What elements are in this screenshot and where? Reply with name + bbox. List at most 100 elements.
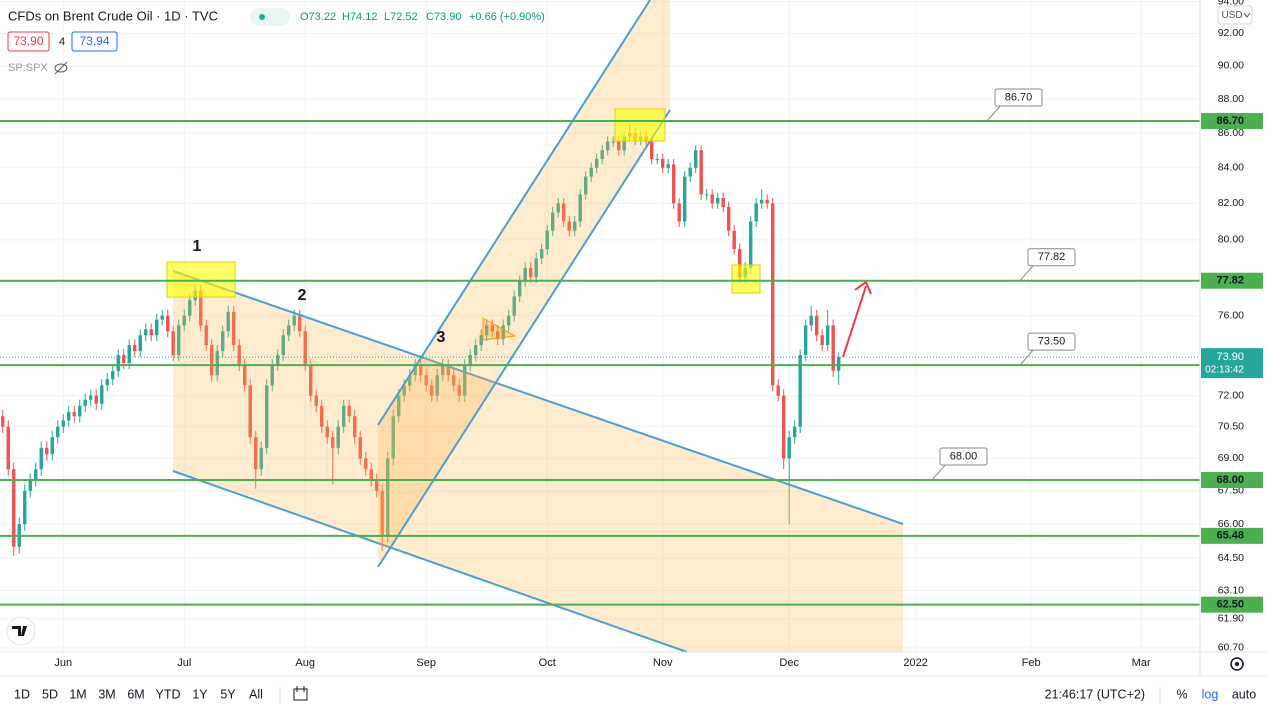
candle-body [556, 203, 560, 213]
x-tick-label: Jul [177, 657, 191, 669]
callout-pointer [931, 463, 947, 481]
triangle-pattern [482, 317, 517, 341]
candle-body [419, 365, 423, 376]
candle-body [655, 159, 659, 161]
candle-body [529, 267, 533, 278]
candle-body [215, 351, 219, 376]
range-button[interactable]: 1Y [192, 687, 208, 701]
bid-price[interactable]: 73.90 [13, 34, 43, 48]
callout-box [1027, 332, 1076, 351]
range-button[interactable]: 3M [98, 687, 115, 701]
range-button[interactable]: 5Y [220, 687, 236, 701]
level-axis-box [1201, 272, 1263, 289]
currency-box[interactable] [1217, 5, 1253, 25]
y-tick-label: 92.00 [1218, 27, 1244, 39]
candle-body [776, 385, 780, 396]
candle-body [578, 194, 582, 222]
y-tick-label: 86.00 [1218, 127, 1244, 139]
ask-box[interactable] [71, 31, 118, 52]
candle-body [314, 395, 318, 406]
y-tick-label: 88.00 [1218, 93, 1244, 105]
range-button[interactable]: All [249, 687, 263, 701]
candle-body [748, 221, 753, 268]
candle-body [122, 355, 126, 364]
candle-body [441, 365, 445, 376]
callout-label: 86.70 [1005, 91, 1033, 103]
range-button[interactable]: 1M [69, 687, 86, 701]
log-toggle[interactable]: log [1202, 687, 1219, 701]
ohlc-high: H74.12 [342, 11, 377, 23]
x-tick-label: Dec [779, 657, 799, 669]
candle-body [155, 319, 159, 336]
range-button[interactable]: YTD [156, 687, 181, 701]
range-button[interactable]: 1D [14, 687, 30, 701]
candle-body [61, 420, 65, 427]
clock: 21:46:17 (UTC+2) [1045, 687, 1145, 701]
highlight-box [731, 264, 761, 294]
candle-body [594, 159, 599, 168]
candles [1, 124, 841, 556]
candle-body [364, 458, 368, 470]
settings-icon[interactable] [1230, 657, 1244, 671]
candle-body [28, 480, 32, 491]
range-button[interactable]: 5D [42, 687, 58, 701]
candle-body [430, 385, 434, 396]
candle-body [457, 385, 461, 396]
currency[interactable]: USD [1221, 10, 1242, 21]
candle-body [133, 345, 137, 352]
candle-body [270, 365, 274, 386]
candle-body [787, 437, 791, 459]
asc-channel-fill [378, 0, 670, 567]
candle-body [413, 365, 417, 376]
candle-body [809, 315, 813, 326]
y-tick-label: 90.00 [1218, 60, 1244, 72]
candle-body [671, 164, 676, 204]
candle-body [56, 426, 60, 438]
axes: 94.00 92.00 90.00 88.00 86.00 84.00 82.00 80.00… [54, 0, 1263, 669]
wave-label: 2 [298, 287, 307, 304]
candle-body [12, 469, 16, 547]
candle-body [210, 345, 214, 376]
x-tick-label: Feb [1022, 657, 1041, 669]
candle-body [781, 395, 786, 459]
tv-logo [6, 616, 36, 646]
candle-body [540, 249, 544, 259]
candle-body [375, 480, 379, 491]
percent-toggle[interactable]: % [1176, 687, 1187, 701]
candle-body [699, 150, 703, 195]
candle-body [336, 426, 340, 448]
highlight-box [166, 261, 236, 298]
eye-icon[interactable] [54, 61, 68, 75]
callout-box [1027, 248, 1076, 267]
candle-body [770, 203, 775, 386]
last-price-label: 73.90 [1216, 351, 1244, 363]
date-range-icon[interactable] [293, 686, 308, 701]
candle-body [188, 300, 192, 316]
candle-body [534, 258, 538, 278]
candle-body [391, 416, 395, 459]
y-tick-label: 63.10 [1218, 584, 1244, 596]
candle-body [342, 405, 346, 427]
candle-body [792, 426, 797, 438]
y-tick-label: 69.00 [1218, 452, 1244, 464]
candle-body [353, 416, 357, 438]
callout-label: 68.00 [950, 450, 978, 462]
candle-body [111, 371, 115, 380]
candle-body [704, 194, 709, 196]
caret [1243, 12, 1251, 18]
candle-body [424, 375, 428, 386]
candle-body [836, 357, 841, 371]
asc-channel-top [377, 0, 651, 426]
ask-price[interactable]: 73.94 [79, 34, 109, 48]
candle-body [490, 325, 494, 332]
auto-toggle[interactable]: auto [1232, 687, 1256, 701]
y-tick-label: 60.70 [1218, 642, 1244, 654]
candle-body [611, 141, 615, 143]
candle-body [325, 426, 329, 438]
candle-body [583, 176, 588, 195]
bid-box[interactable] [7, 31, 50, 52]
candle-body [171, 331, 175, 356]
callout-pointer [986, 104, 1002, 122]
range-button[interactable]: 6M [127, 687, 144, 701]
candle-body [320, 405, 324, 427]
